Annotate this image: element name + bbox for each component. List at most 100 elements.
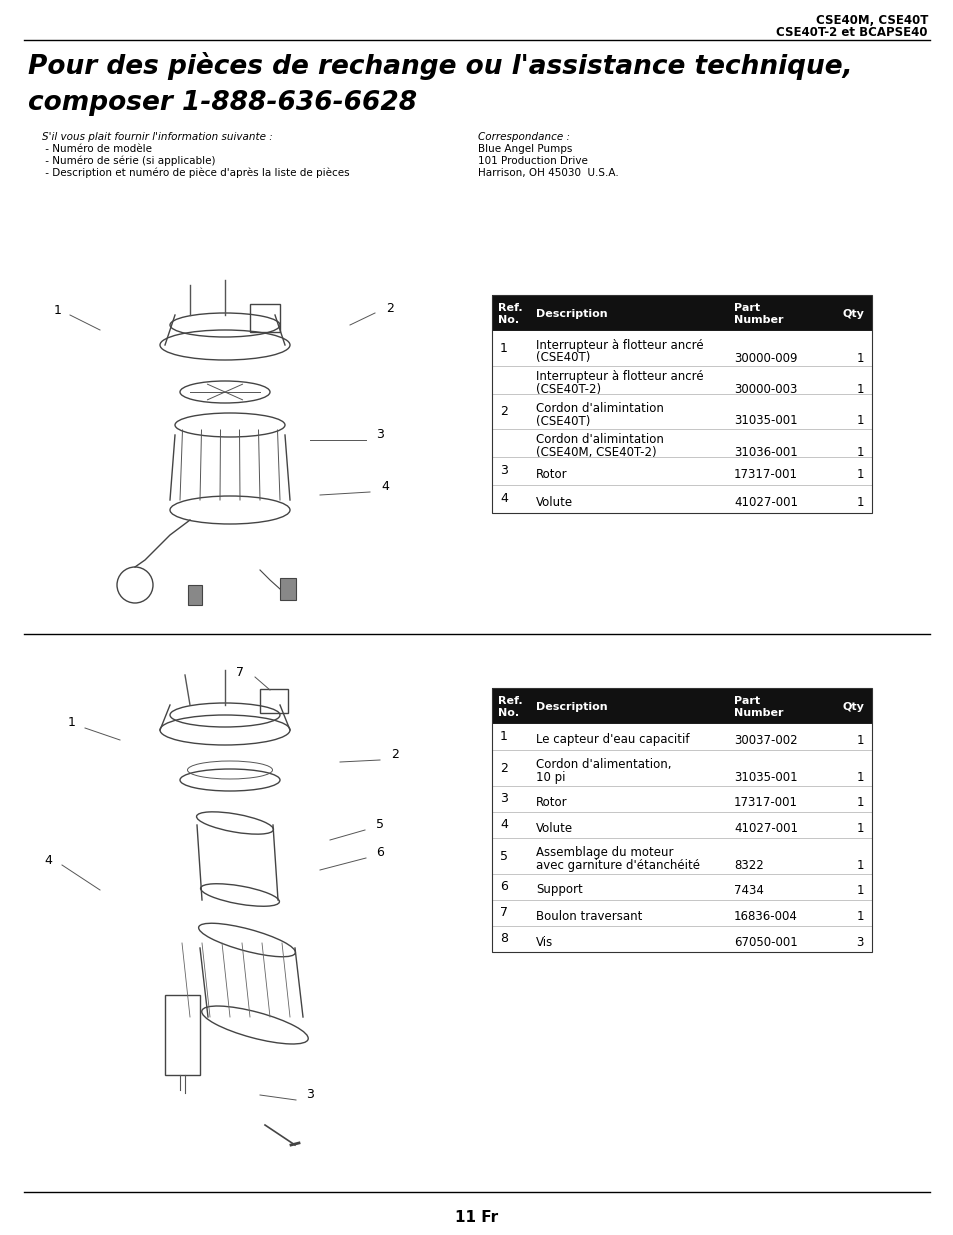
Bar	[492, 688, 871, 952]
Bar	[492, 485, 871, 513]
Text: - Numéro de modèle: - Numéro de modèle	[42, 144, 152, 154]
Text: Boulon traversant: Boulon traversant	[536, 909, 641, 923]
Text: 6: 6	[375, 846, 383, 858]
Bar	[188, 585, 202, 605]
Text: 10 pi: 10 pi	[536, 771, 565, 784]
Text: 1: 1	[856, 795, 863, 809]
Text: 3: 3	[375, 429, 383, 441]
Text: 101 Production Drive: 101 Production Drive	[477, 156, 587, 165]
Bar	[492, 688, 871, 724]
Text: Pour des pièces de rechange ou l'assistance technique,: Pour des pièces de rechange ou l'assista…	[28, 52, 852, 80]
Text: 1: 1	[856, 446, 863, 459]
Text: Description: Description	[536, 701, 607, 713]
Bar	[492, 724, 871, 750]
Text: 1: 1	[499, 342, 507, 354]
Bar	[492, 331, 871, 366]
Text: 4: 4	[380, 480, 389, 494]
Text: 1: 1	[856, 352, 863, 364]
Bar	[492, 874, 871, 900]
Bar	[492, 457, 871, 485]
Text: Ref.
No.: Ref. No.	[497, 697, 522, 718]
Text: 1: 1	[499, 730, 507, 743]
Text: Blue Angel Pumps: Blue Angel Pumps	[477, 144, 572, 154]
Text: 2: 2	[499, 762, 507, 774]
Text: Volute: Volute	[536, 821, 573, 835]
Text: Correspondance :: Correspondance :	[477, 132, 569, 142]
Bar	[165, 995, 200, 1074]
Text: (CSE40T-2): (CSE40T-2)	[536, 383, 600, 396]
Text: 1: 1	[54, 304, 62, 316]
Text: (CSE40T): (CSE40T)	[536, 415, 590, 427]
Text: Volute: Volute	[536, 495, 573, 509]
Text: 1: 1	[856, 468, 863, 480]
Text: 3: 3	[499, 793, 507, 805]
Text: 1: 1	[856, 734, 863, 746]
Text: Assemblage du moteur: Assemblage du moteur	[536, 846, 673, 860]
Text: 1: 1	[856, 495, 863, 509]
Text: 67050-001: 67050-001	[733, 935, 797, 948]
Text: 1: 1	[856, 860, 863, 872]
Text: composer 1-888-636-6628: composer 1-888-636-6628	[28, 90, 416, 116]
Bar	[492, 750, 871, 785]
Text: 2: 2	[391, 748, 398, 762]
Bar	[250, 304, 280, 332]
Bar	[492, 429, 871, 457]
Text: 8: 8	[499, 932, 507, 946]
Text: Ref.
No.: Ref. No.	[497, 304, 522, 325]
Bar	[260, 689, 288, 713]
Text: Harrison, OH 45030  U.S.A.: Harrison, OH 45030 U.S.A.	[477, 168, 618, 178]
Text: 7434: 7434	[733, 883, 763, 897]
Text: 5: 5	[499, 850, 507, 862]
Text: 1: 1	[856, 771, 863, 784]
Text: 41027-001: 41027-001	[733, 821, 797, 835]
Text: Part
Number: Part Number	[733, 304, 782, 325]
Bar	[492, 366, 871, 394]
Bar	[492, 394, 871, 429]
Text: 1: 1	[856, 383, 863, 396]
Text: (CSE40M, CSE40T-2): (CSE40M, CSE40T-2)	[536, 446, 656, 459]
Bar	[492, 900, 871, 926]
Text: 1: 1	[856, 821, 863, 835]
Text: Rotor: Rotor	[536, 795, 567, 809]
Text: 1: 1	[856, 909, 863, 923]
Text: - Numéro de série (si applicable): - Numéro de série (si applicable)	[42, 156, 215, 167]
Bar	[492, 785, 871, 811]
Text: Interrupteur à flotteur ancré: Interrupteur à flotteur ancré	[536, 370, 703, 383]
Text: Cordon d'alimintation: Cordon d'alimintation	[536, 433, 663, 446]
Text: Rotor: Rotor	[536, 468, 567, 480]
Text: 1: 1	[68, 716, 76, 730]
Bar	[492, 811, 871, 839]
Text: 30037-002: 30037-002	[733, 734, 797, 746]
Text: 2: 2	[386, 301, 394, 315]
Text: CSE40T-2 et BCAPSE40: CSE40T-2 et BCAPSE40	[776, 26, 927, 40]
Text: Vis: Vis	[536, 935, 553, 948]
Text: 17317-001: 17317-001	[733, 468, 797, 480]
Text: 31035-001: 31035-001	[733, 415, 797, 427]
Text: avec garniture d'étanchéité: avec garniture d'étanchéité	[536, 860, 700, 872]
Text: 30000-003: 30000-003	[733, 383, 797, 396]
Text: 7: 7	[499, 906, 507, 920]
Bar	[492, 295, 871, 331]
Text: 3: 3	[499, 464, 507, 478]
Bar	[280, 578, 295, 600]
Text: Cordon d'alimentation,: Cordon d'alimentation,	[536, 758, 671, 771]
Text: 4: 4	[44, 853, 51, 867]
Text: 41027-001: 41027-001	[733, 495, 797, 509]
Text: Description: Description	[536, 309, 607, 319]
Text: 4: 4	[499, 493, 507, 505]
Text: - Description et numéro de pièce d'après la liste de pièces: - Description et numéro de pièce d'après…	[42, 168, 349, 179]
Text: 31036-001: 31036-001	[733, 446, 797, 459]
Text: 2: 2	[499, 405, 507, 417]
Text: 3: 3	[856, 935, 863, 948]
Text: 5: 5	[375, 819, 384, 831]
Text: 8322: 8322	[733, 860, 763, 872]
Bar	[492, 926, 871, 952]
Text: 16836-004: 16836-004	[733, 909, 797, 923]
Text: 1: 1	[856, 415, 863, 427]
Bar	[492, 839, 871, 874]
Text: 7: 7	[235, 666, 244, 678]
Text: 30000-009: 30000-009	[733, 352, 797, 364]
Text: Interrupteur à flotteur ancré: Interrupteur à flotteur ancré	[536, 338, 703, 352]
Text: 1: 1	[856, 883, 863, 897]
Text: Support: Support	[536, 883, 582, 897]
